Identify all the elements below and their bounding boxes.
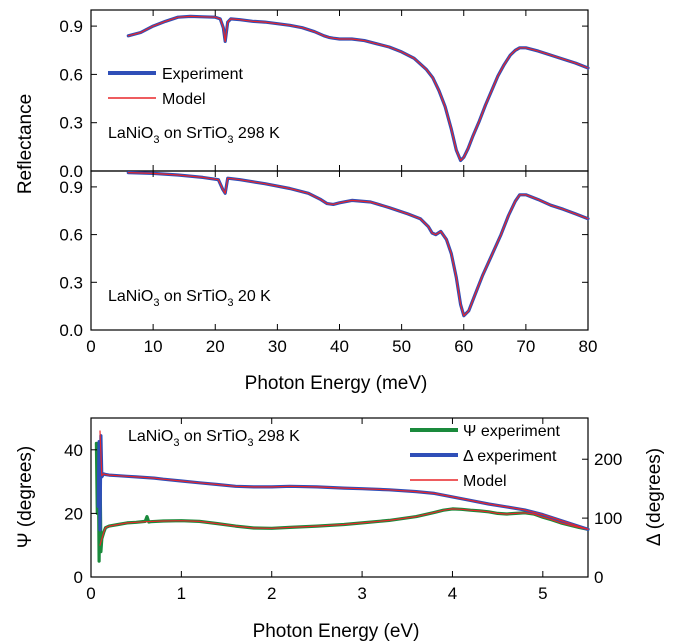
y-tick-label: 0.9 [59, 17, 83, 36]
y2-tick-label: 0 [594, 568, 603, 587]
series-line-model [127, 172, 589, 317]
panel-bottom-x-ticks: 0 1 2 3 4 5 [86, 418, 548, 603]
panel-middle: 0.0 0.3 0.6 0.9 0 10 20 30 40 50 60 70 80 LaNiO3 on… [59, 170, 597, 356]
x-tick-label: 40 [330, 337, 349, 356]
y-tick-label: 0.9 [59, 178, 83, 197]
panel-top-annotation: LaNiO3 on SrTiO3 298 K [108, 125, 280, 146]
x-tick-label: 30 [268, 337, 287, 356]
y-tick-label: 0.3 [59, 273, 83, 292]
legend-label-model-bottom: Model [463, 473, 507, 490]
legend-label-psi-experiment: Ψ experiment [463, 423, 561, 440]
y-tick-label: 0.6 [59, 226, 83, 245]
y-tick-label: 0.6 [59, 65, 83, 84]
series-line-model-right [99, 430, 589, 530]
x-tick-label: 10 [144, 337, 163, 356]
y-tick-label: 0 [74, 568, 83, 587]
y-tick-label: 0.0 [59, 321, 83, 340]
y-tick-label: 0.0 [59, 162, 83, 181]
panel-top: 0.0 0.3 0.6 0.9 Experiment Model LaNiO3 on … [59, 9, 590, 181]
reflectance-axis-title: Reflectance [15, 94, 36, 194]
y-tick-label: 20 [64, 504, 83, 523]
panel-bottom-y2-ticks: 0 100 200 [582, 450, 622, 587]
panel-middle-annotation: LaNiO3 on SrTiO3 20 K [108, 288, 271, 309]
series-line-model-left [99, 508, 589, 546]
legend-label-experiment: Experiment [162, 66, 243, 83]
panel-middle-x-ticks: 0 10 20 30 40 50 60 70 80 [86, 171, 597, 356]
panel-middle-plot [126, 171, 590, 318]
x-tick-label: 4 [448, 584, 457, 603]
x-tick-label: 5 [538, 584, 547, 603]
panel-bottom-plot [94, 430, 590, 563]
y2-tick-label: 100 [594, 509, 622, 528]
x-tick-label: 60 [454, 337, 473, 356]
x-tick-label: 70 [516, 337, 535, 356]
psi-axis-title: Ψ (degrees) [15, 446, 36, 548]
panel-middle-y-ticks: 0.0 0.3 0.6 0.9 [59, 178, 588, 340]
panel-middle-frame [90, 170, 589, 331]
delta-axis-title: Δ (degrees) [644, 448, 665, 546]
panel-bottom-annotation: LaNiO3 on SrTiO3 298 K [128, 428, 300, 449]
panel-bottom-legend: Ψ experiment Δ experiment Model [410, 423, 561, 490]
panel-top-y-ticks: 0.0 0.3 0.6 0.9 [59, 10, 589, 181]
x-tick-label: 50 [392, 337, 411, 356]
x-tick-label: 3 [357, 584, 366, 603]
x-tick-label: 2 [267, 584, 276, 603]
y-tick-label: 0.3 [59, 114, 83, 133]
panel-bottom-frame [90, 417, 589, 578]
panel-top-plot [126, 14, 590, 163]
legend-label-delta-experiment: Δ experiment [463, 448, 557, 465]
series-line-model [127, 15, 589, 162]
x-tick-label: 1 [177, 584, 186, 603]
y-tick-label: 40 [64, 441, 83, 460]
x-tick-label: 20 [206, 337, 225, 356]
ev-axis-title: Photon Energy (eV) [253, 621, 420, 642]
x-tick-label: 80 [579, 337, 598, 356]
panel-top-legend: Experiment Model [108, 66, 243, 108]
x-tick-label: 0 [86, 584, 95, 603]
legend-label-model: Model [162, 91, 206, 108]
y2-tick-label: 200 [594, 450, 622, 469]
panel-bottom-y-ticks: 0 20 40 [64, 441, 97, 587]
panel-bottom: 0 20 40 0 100 200 0 1 2 3 4 5 LaNiO3 on SrTiO3 29… [64, 417, 622, 603]
mev-axis-title: Photon Energy (meV) [245, 373, 428, 394]
x-tick-label: 0 [86, 337, 95, 356]
